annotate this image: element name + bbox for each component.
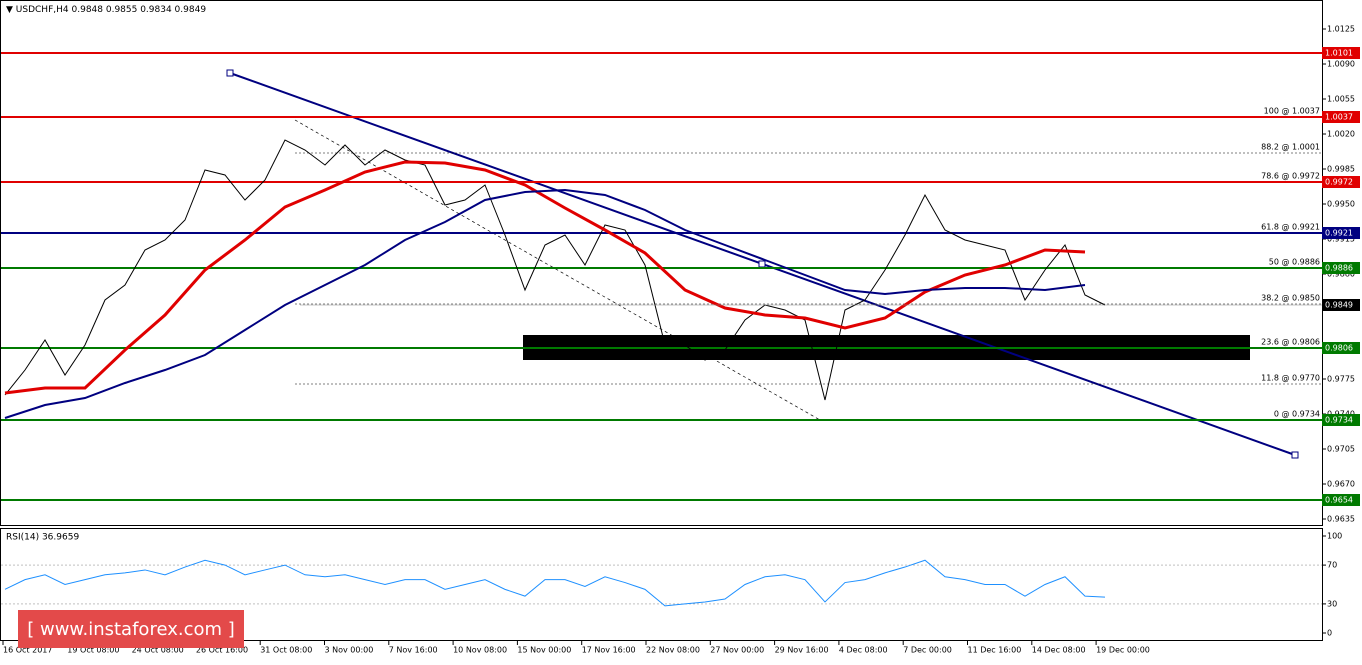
level-label: 0.9886 bbox=[1325, 264, 1353, 273]
x-tick-label: 17 Nov 16:00 bbox=[582, 646, 636, 655]
y-tick-label: 1.0055 bbox=[1327, 95, 1355, 104]
level-box bbox=[1322, 414, 1360, 426]
rsi-line bbox=[4, 559, 1106, 607]
level-box bbox=[1322, 176, 1360, 188]
fib-label: 88.2 @ 1.0001 bbox=[1261, 143, 1320, 152]
fib-diagonal bbox=[294, 119, 821, 421]
x-tick-label: 26 Oct 16:00 bbox=[196, 646, 248, 655]
trend-handle bbox=[758, 260, 766, 268]
fib-label: 23.6 @ 0.9806 bbox=[1261, 338, 1320, 347]
trend-handle bbox=[226, 69, 234, 77]
level-label: 0.9654 bbox=[1325, 496, 1353, 505]
y-tick-label: 0.9670 bbox=[1327, 480, 1355, 489]
level-box bbox=[1322, 262, 1360, 274]
watermark-box bbox=[18, 610, 244, 648]
moving-average bbox=[4, 188, 1086, 419]
level-box bbox=[1322, 342, 1360, 354]
level-label: 0.9734 bbox=[1325, 416, 1353, 425]
level-box bbox=[1322, 227, 1360, 239]
rsi-tick-label: 100 bbox=[1327, 532, 1342, 541]
level-box bbox=[1322, 494, 1360, 506]
x-tick-label: 27 Nov 00:00 bbox=[710, 646, 764, 655]
rsi-title: RSI(14) 36.9659 bbox=[6, 533, 79, 543]
level-box bbox=[1322, 47, 1360, 59]
rsi-tick-label: 70 bbox=[1327, 561, 1337, 570]
x-tick-label: 31 Oct 08:00 bbox=[260, 646, 312, 655]
x-tick-label: 19 Oct 08:00 bbox=[67, 646, 119, 655]
x-tick-label: 22 Nov 08:00 bbox=[646, 646, 700, 655]
watermark: [ www.instaforex.com ] bbox=[18, 610, 244, 648]
x-tick-label: 15 Nov 00:00 bbox=[517, 646, 571, 655]
y-tick-label: 1.0020 bbox=[1327, 130, 1355, 139]
current-price-label: 0.9849 bbox=[1325, 301, 1353, 310]
level-label: 1.0037 bbox=[1325, 113, 1353, 122]
x-tick-label: 29 Nov 16:00 bbox=[775, 646, 829, 655]
x-tick-label: 16 Oct 2017 bbox=[3, 646, 52, 655]
level-label: 0.9921 bbox=[1325, 229, 1353, 238]
fib-label: 11.8 @ 0.9770 bbox=[1261, 374, 1320, 383]
y-tick-label: 1.0090 bbox=[1327, 60, 1355, 69]
x-tick-label: 7 Nov 16:00 bbox=[389, 646, 438, 655]
fib-label: 61.8 @ 0.9921 bbox=[1261, 223, 1320, 232]
chart-title: ▼ USDCHF,H4 0.9848 0.9855 0.9834 0.9849 bbox=[6, 5, 206, 15]
x-tick-label: 11 Dec 16:00 bbox=[968, 646, 1022, 655]
y-tick-label: 0.9705 bbox=[1327, 445, 1355, 454]
x-tick-label: 3 Nov 00:00 bbox=[325, 646, 374, 655]
level-label: 0.9806 bbox=[1325, 344, 1353, 353]
fib-label: 78.6 @ 0.9972 bbox=[1261, 172, 1320, 181]
fib-label: 38.2 @ 0.9850 bbox=[1261, 294, 1320, 303]
current-price-box bbox=[1322, 299, 1360, 311]
y-tick-label: 0.9985 bbox=[1327, 165, 1355, 174]
level-label: 0.9972 bbox=[1325, 178, 1353, 187]
y-tick-label: 0.9775 bbox=[1327, 375, 1355, 384]
symbol: USDCHF,H4 bbox=[16, 5, 69, 15]
fib-label: 0 @ 0.9734 bbox=[1274, 410, 1320, 419]
x-tick-label: 7 Dec 00:00 bbox=[903, 646, 952, 655]
level-box bbox=[1322, 111, 1360, 123]
x-tick-label: 19 Dec 00:00 bbox=[1096, 646, 1150, 655]
y-tick-label: 0.9635 bbox=[1327, 515, 1355, 524]
y-tick-label: 1.0125 bbox=[1327, 25, 1355, 34]
ohlc: 0.9848 0.9855 0.9834 0.9849 bbox=[72, 5, 207, 15]
rsi-tick-label: 0 bbox=[1327, 629, 1332, 638]
rsi-tick-label: 30 bbox=[1327, 599, 1337, 608]
x-tick-label: 4 Dec 08:00 bbox=[839, 646, 888, 655]
fib-label: 100 @ 1.0037 bbox=[1264, 107, 1320, 116]
price-line bbox=[4, 139, 1106, 401]
x-tick-label: 14 Dec 08:00 bbox=[1032, 646, 1086, 655]
level-label: 1.0101 bbox=[1325, 49, 1353, 58]
x-tick-label: 10 Nov 08:00 bbox=[453, 646, 507, 655]
main-panel bbox=[0, 0, 1323, 526]
y-tick-label: 0.9950 bbox=[1327, 200, 1355, 209]
trend-handle bbox=[1291, 451, 1299, 459]
watermark-text: [ www.instaforex.com ] bbox=[27, 619, 235, 640]
x-tick-label: 24 Oct 08:00 bbox=[132, 646, 184, 655]
fib-label: 50 @ 0.9886 bbox=[1269, 258, 1320, 267]
